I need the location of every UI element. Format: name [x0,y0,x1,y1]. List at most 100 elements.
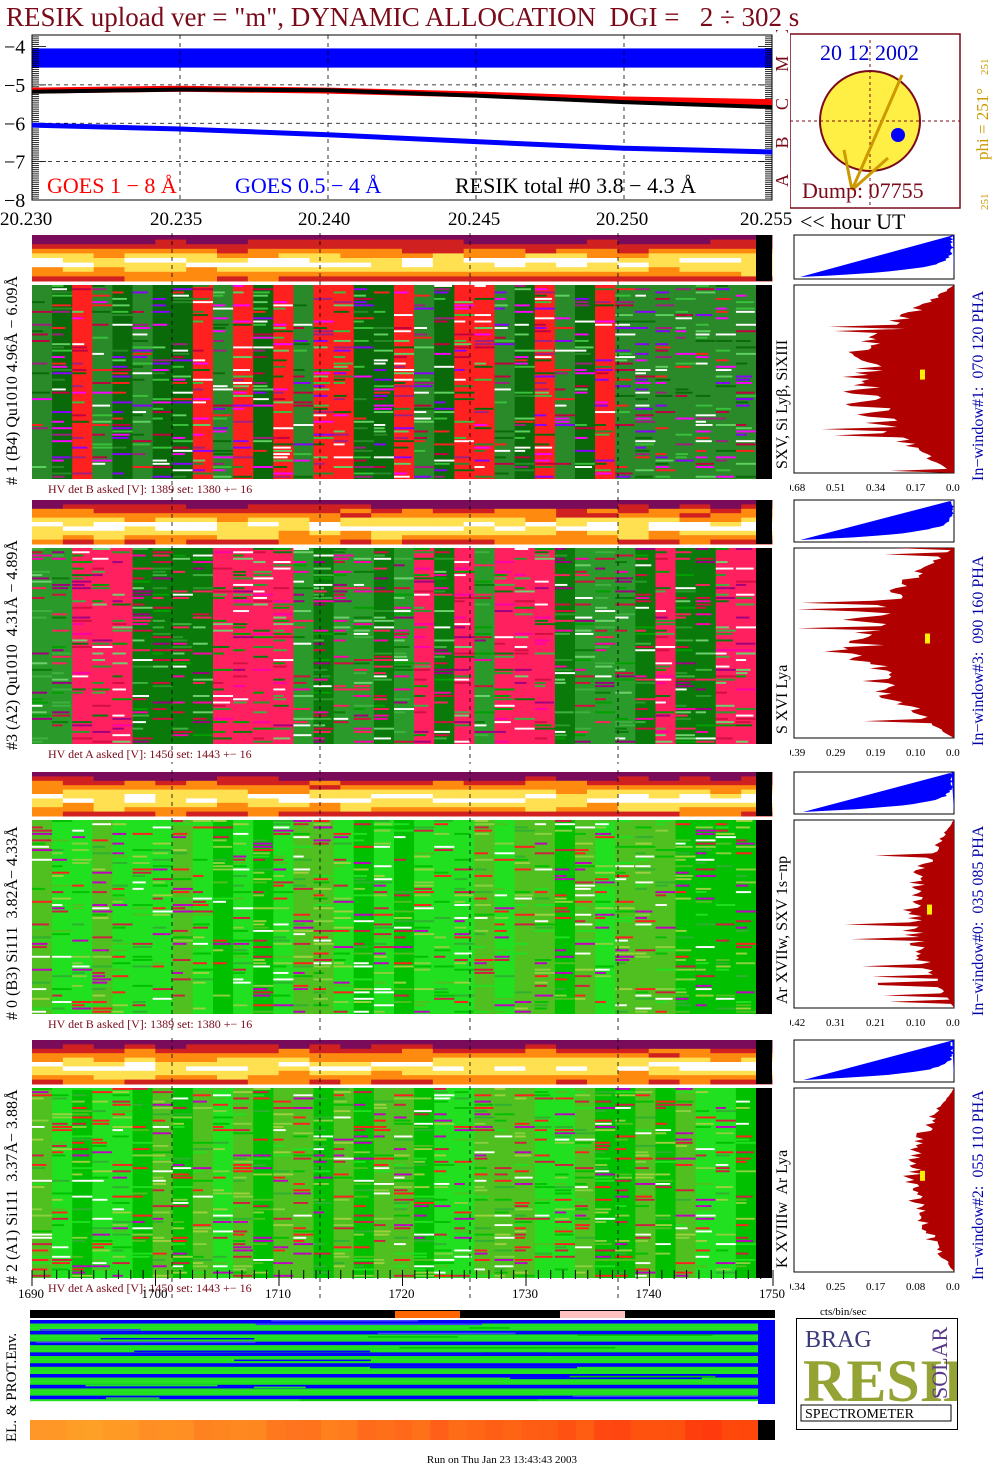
spectrogram-panel: HV det B asked [V]: 1389 set: 1380 +− 16 [32,233,773,499]
hv-readout: HV det A asked [V]: 1450 set: 1443 +− 16 [48,747,252,761]
detector-label: # 1 (B4) Qu1010 4.96Å − 6.09Å [4,275,21,485]
window-pha-label: In−window#3: 090 160 PHA [970,555,987,746]
bin-axis: 1690 1700 1710 1720 1730 1740 1750 [0,1270,790,1310]
class-letter: M [772,56,790,72]
footer-run-info: Run on Thu Jan 23 13:43:43 2003 [426,1454,578,1466]
environment-panel [30,1310,775,1440]
phi-tick-bottom: 251 [979,194,991,211]
bin-tick-label: 1740 [635,1286,662,1301]
histogram-blue [803,772,954,812]
histogram-axis-tick: 0.39 [790,747,806,759]
histogram-axis-tick: 0.34 [866,482,886,494]
x-tick-label: 20.250 [596,209,649,230]
legend-entry: RESIK total #0 3.8 − 4.3 Å [455,173,696,198]
series-line [31,122,773,155]
legend-entry: GOES 0.5 − 4 Å [235,173,381,198]
hv-readout: HV det B asked [V]: 1389 set: 1380 +− 16 [48,1017,252,1031]
detector-label: # 0 (B3) Si111 3.82Å− 4.33Å [4,826,21,1020]
flare-position-marker [891,128,905,142]
pha-histogram: 0.34 0.25 0.17 0.08 0.00 [790,1039,960,1293]
class-letter: A [772,174,790,187]
histogram-marker [925,633,930,644]
histogram-marker [927,904,932,915]
histogram-axis-tick: 0.00 [946,482,960,494]
resik-logo: BRAG RESIK SOLAR SPECTROMETER [796,1318,990,1430]
bin-tick-label: 1720 [388,1286,415,1301]
upper-band [32,48,772,68]
page-title: RESIK upload ver = "m", DYNAMIC ALLOCATI… [6,2,800,32]
time-axis: 20.230 20.235 20.240 20.245 20.250 20.255 << h… [0,209,1004,235]
y-tick-label: −7 [4,152,25,174]
light-curve-chart: −4 −5 −6 −7 −8 A B C M X GOES 1 − 8 Å GOES 0.5 − 4… [4,30,790,212]
bin-tick-label: 1710 [265,1286,291,1301]
histogram-axis-tick: 0.51 [826,482,845,494]
hv-readout: HV det A asked [V]: 1450 set: 1443 +− 16 [48,1281,252,1295]
histogram-red [821,285,954,473]
window-pha-label: In−window#0: 035 085 PHA [970,825,987,1016]
histogram-axis-tick: 0.10 [906,747,926,759]
histogram-marker [920,369,925,380]
histogram-axis-tick: 0.17 [866,1281,886,1293]
histogram-axis-tick: 0.17 [906,482,926,494]
y-tick-label: −8 [4,190,25,212]
dump-label: Dump: 07755 [802,178,924,203]
series-line [31,87,773,110]
bin-ticks [31,1270,774,1286]
cts-label: cts/bin/sec [820,1306,867,1318]
y-tick-label: −5 [4,75,25,97]
sun-position-panel: 20 12 2002 Dump: 07755 phi = 251° 251 25… [790,33,992,211]
x-tick-label: 20.230 [0,209,53,230]
bin-tick-label: 1750 [759,1286,785,1301]
window-pha-label: In−window#2: 055 110 PHA [970,1090,987,1280]
spectrogram-panel: HV det B asked [V]: 1389 set: 1380 +− 16 [32,770,773,1034]
bin-tick-label: 1690 [18,1286,44,1301]
x-axis-label: << hour UT [800,209,906,234]
orbit-track [842,74,904,192]
pha-histogram: 0.68 0.51 0.34 0.17 0.00 [790,234,960,494]
phi-label: phi = 251° [973,88,992,160]
histogram-red [903,1088,954,1272]
class-letter: C [772,98,790,110]
logo-top: BRAG [805,1327,872,1353]
histogram-axis-tick: 0.29 [826,747,846,759]
histogram-axis-tick: 0.25 [826,1281,846,1293]
env-marker-orange [395,1311,460,1318]
class-letter: X [772,30,790,33]
phi-tick-top: 251 [979,59,991,76]
histogram-axis-tick: 0.00 [946,1017,960,1029]
histogram-axis-tick: 0.00 [946,1281,960,1293]
histogram-axis-tick: 0.42 [790,1017,805,1029]
env-label: EL. & PROT.Env. [4,1332,20,1442]
histogram-red [844,820,954,1008]
spectrogram-panel: HV det A asked [V]: 1450 set: 1443 +− 16 [32,498,773,764]
histogram-axis-tick: 0.34 [790,1281,806,1293]
histogram-red [797,548,954,738]
histogram-axis-tick: 0.68 [790,482,806,494]
window-pha-label: In−window#1: 070 120 PHA [970,290,987,481]
y-tick-label: −4 [4,37,25,59]
x-tick-label: 20.255 [740,209,793,230]
x-tick-label: 20.245 [448,209,501,230]
x-tick-label: 20.240 [298,209,351,230]
bin-tick-label: 1700 [141,1286,168,1301]
hv-readout: HV det B asked [V]: 1389 set: 1380 +− 16 [48,482,252,496]
sun-date: 20 12 2002 [820,40,919,65]
legend-entry: GOES 1 − 8 Å [47,173,177,198]
spectrogram-panel: HV det A asked [V]: 1450 set: 1443 +− 16 [32,1038,773,1298]
env-marker-pink [560,1311,625,1318]
pha-histogram: 0.39 0.29 0.19 0.10 0.00 [790,499,960,759]
bin-tick-label: 1730 [512,1286,538,1301]
detector-label: # 2 (A1) Si111 3.37Å− 3.88Å [4,1089,21,1285]
y-tick-label: −6 [4,113,25,135]
class-letter: B [772,136,790,148]
logo-side: SOLAR [927,1327,952,1399]
histogram-axis-tick: 0.08 [906,1281,926,1293]
histogram-axis-tick: 0.10 [906,1017,926,1029]
histogram-marker [920,1170,925,1181]
histogram-axis-tick: 0.21 [866,1017,885,1029]
x-tick-label: 20.235 [150,209,203,230]
histogram-axis-tick: 0.00 [946,747,960,759]
histogram-axis-tick: 0.31 [826,1017,845,1029]
pha-histogram: 0.42 0.31 0.21 0.10 0.00 [790,771,960,1029]
